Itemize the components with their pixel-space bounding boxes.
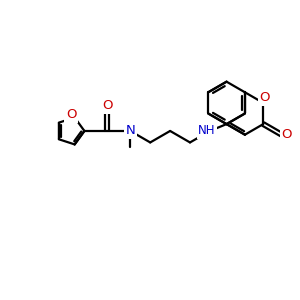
Text: NH: NH <box>198 124 216 137</box>
Text: O: O <box>282 128 292 141</box>
Text: N: N <box>125 124 135 137</box>
Text: O: O <box>66 108 76 121</box>
Text: O: O <box>102 99 112 112</box>
Text: O: O <box>260 91 270 104</box>
